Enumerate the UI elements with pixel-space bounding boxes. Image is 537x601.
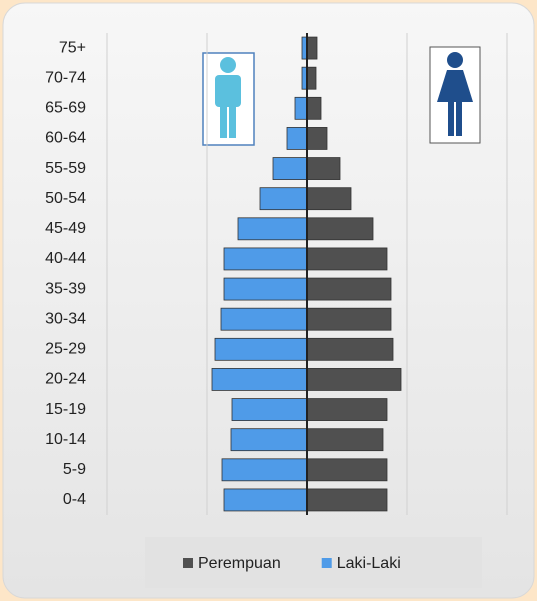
bar [223, 488, 308, 512]
bar [306, 458, 388, 482]
bar [306, 428, 384, 452]
y-tick-label: 60-64 [45, 130, 86, 147]
bar [306, 337, 394, 361]
bar [272, 157, 308, 180]
bar [306, 36, 318, 60]
bar [306, 247, 388, 271]
bar [221, 458, 308, 482]
bar [223, 247, 308, 271]
y-tick-label: 20-24 [45, 371, 86, 388]
y-tick-label: 25-29 [45, 341, 86, 358]
bar [306, 488, 388, 512]
bar [306, 157, 341, 180]
bar [223, 277, 308, 301]
y-tick-label: 65-69 [45, 100, 86, 117]
bar [306, 368, 402, 391]
bar [237, 217, 308, 241]
bar [306, 66, 317, 90]
y-tick-label: 5-9 [63, 461, 86, 478]
y-tick-label: 15-19 [45, 401, 86, 418]
legend-box [145, 537, 482, 588]
female-icon [429, 46, 481, 144]
y-tick-label: 0-4 [63, 491, 86, 508]
bar [306, 217, 374, 241]
y-tick-label: 30-34 [45, 310, 86, 327]
bar [306, 187, 352, 211]
bar [306, 96, 322, 120]
y-tick-label: 35-39 [45, 280, 86, 297]
bar [306, 127, 328, 150]
bar [220, 307, 308, 331]
bar [230, 428, 308, 452]
y-tick-label: 55-59 [45, 160, 86, 177]
bar [286, 127, 308, 150]
bar [306, 307, 392, 331]
bar [211, 368, 308, 391]
legend-swatch [183, 558, 193, 568]
bar [294, 96, 308, 120]
legend-label: Perempuan [198, 555, 281, 572]
bar [214, 337, 308, 361]
bar [306, 277, 392, 301]
bar [306, 398, 388, 421]
male-icon [202, 52, 255, 146]
bar [231, 398, 308, 421]
legend-label: Laki-Laki [337, 555, 401, 572]
bar [259, 187, 308, 211]
y-tick-label: 50-54 [45, 190, 86, 207]
y-tick-label: 10-14 [45, 431, 86, 448]
legend-swatch [321, 558, 332, 568]
y-tick-label: 70-74 [45, 69, 86, 86]
y-tick-label: 45-49 [45, 220, 86, 237]
y-tick-label: 75+ [59, 39, 86, 56]
y-tick-label: 40-44 [45, 250, 86, 267]
